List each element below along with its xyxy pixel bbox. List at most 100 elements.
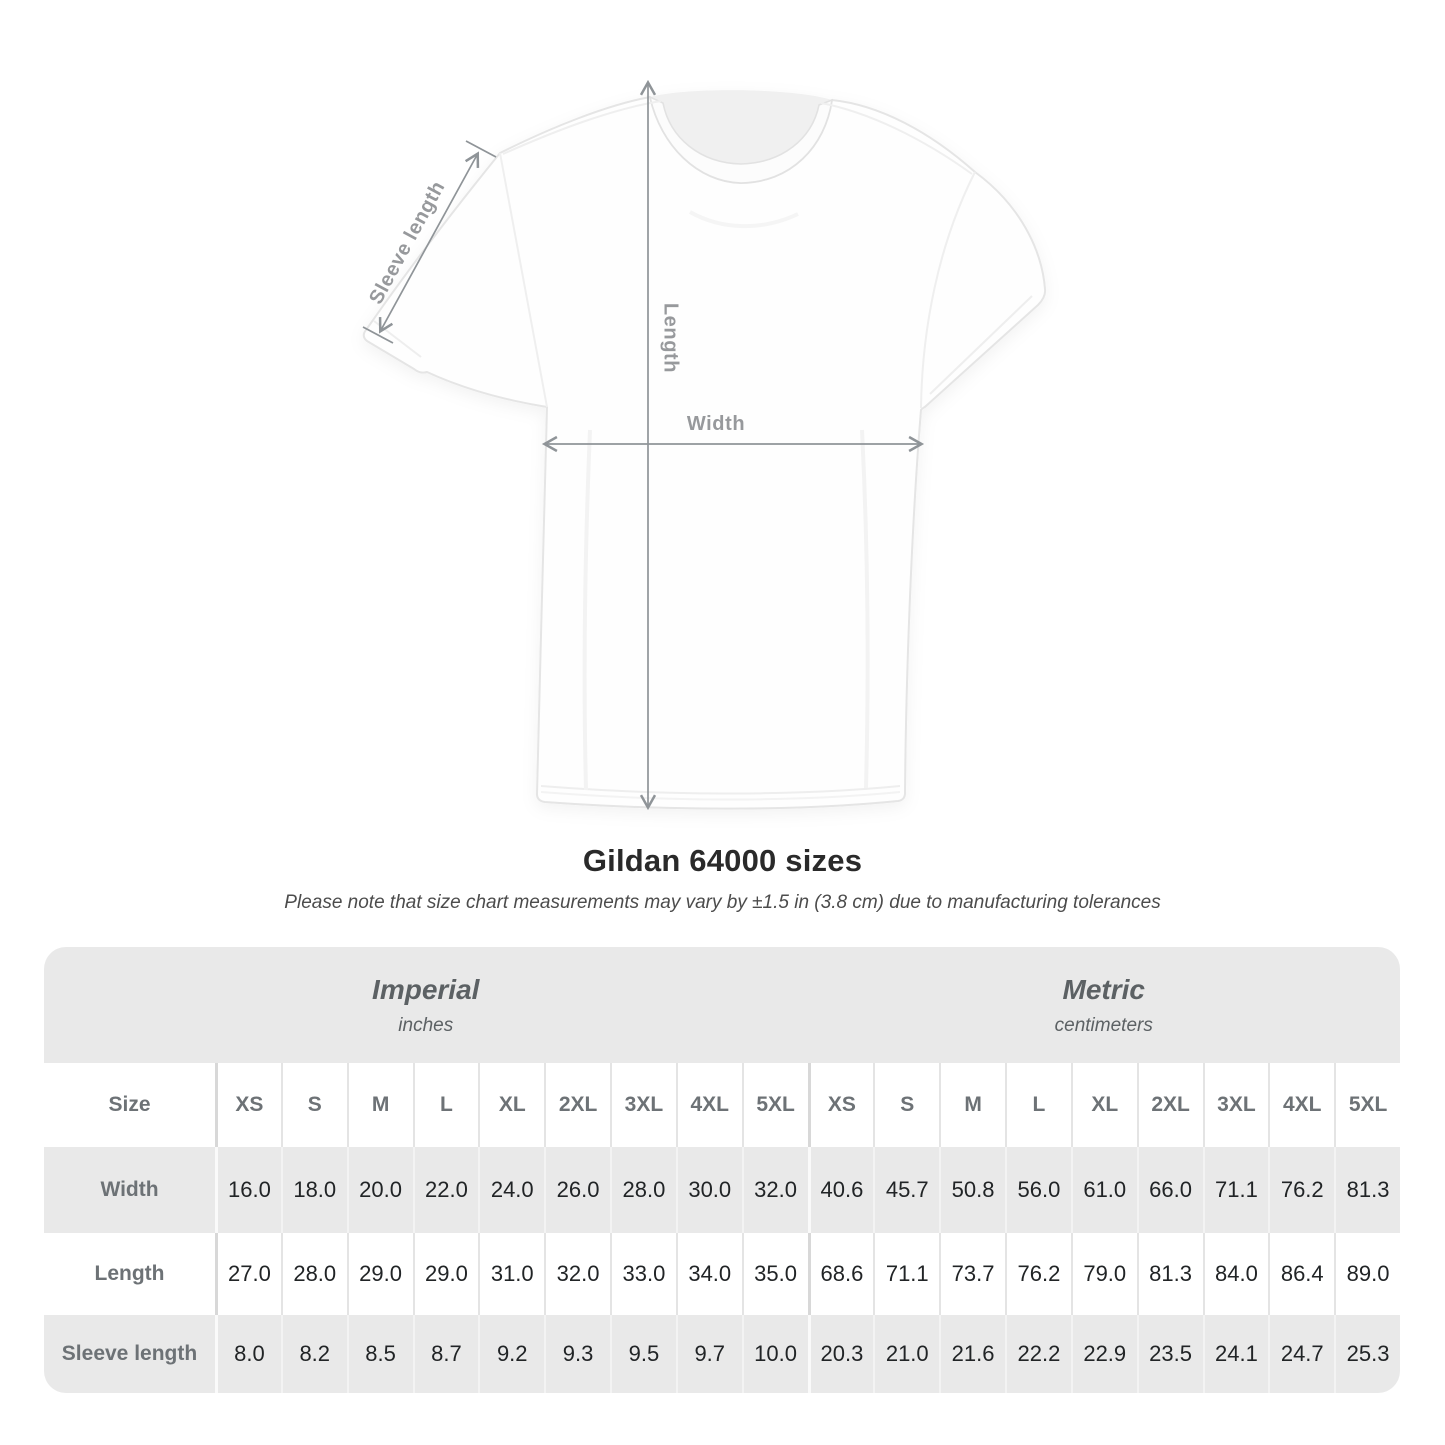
value-cell: 76.2 (1005, 1233, 1071, 1315)
metric-group-header: Metric centimeters (808, 947, 1401, 1063)
table-group-header-row: Imperial inches Metric centimeters (44, 947, 1400, 1063)
value-cell: 10.0 (741, 1315, 808, 1393)
row-label: Width (100, 1178, 159, 1201)
value-cell: 50.8 (939, 1147, 1005, 1233)
value-cell: 24.7 (1268, 1315, 1334, 1393)
row-label: Length (94, 1262, 165, 1285)
length-label: Length (660, 303, 682, 373)
value-cell: 32.0 (544, 1233, 610, 1315)
value-cell: 8.0 (215, 1315, 281, 1393)
value-cell: 26.0 (544, 1147, 610, 1233)
value-cell: 25.3 (1334, 1315, 1400, 1393)
value-cell: 81.3 (1136, 1233, 1203, 1315)
value-cell: 35.0 (741, 1233, 808, 1315)
size-table: Imperial inches Metric centimeters Size … (44, 947, 1400, 1393)
value-cell: 34.0 (675, 1233, 742, 1315)
value-cell: 8.5 (346, 1315, 413, 1393)
sleeve-length-arrow (378, 151, 480, 334)
value-cell: 18.0 (280, 1147, 347, 1233)
size-col-header: XL (1070, 1063, 1137, 1147)
value-cell: 71.1 (1202, 1147, 1269, 1233)
value-cell: 56.0 (1005, 1147, 1071, 1233)
value-cell: 28.0 (280, 1233, 347, 1315)
value-cell: 61.0 (1070, 1147, 1137, 1233)
imperial-unit: inches (398, 1014, 454, 1036)
size-col-header: 2XL (544, 1063, 610, 1147)
tshirt-graphic (362, 90, 1047, 810)
size-col-header: 4XL (675, 1063, 742, 1147)
size-col-header: 5XL (741, 1063, 808, 1147)
row-label: Sleeve length (61, 1342, 198, 1365)
value-cell: 23.5 (1136, 1315, 1203, 1393)
value-cell: 24.1 (1202, 1315, 1269, 1393)
value-cell: 68.6 (807, 1233, 874, 1315)
size-col-header: 4XL (1268, 1063, 1334, 1147)
tshirt-measurement-diagram: Width Length Sleeve length (362, 79, 1047, 811)
imperial-group-header: Imperial inches (44, 947, 808, 1063)
value-cell: 16.0 (215, 1147, 281, 1233)
value-cell: 21.0 (873, 1315, 939, 1393)
title-block: Gildan 64000 sizes Please note that size… (0, 843, 1445, 914)
value-cell: 9.3 (544, 1315, 610, 1393)
size-col-header: S (873, 1063, 939, 1147)
value-cell: 76.2 (1268, 1147, 1334, 1233)
value-cell: 84.0 (1202, 1233, 1269, 1315)
value-cell: 31.0 (478, 1233, 544, 1315)
value-cell: 29.0 (412, 1233, 479, 1315)
value-cell: 22.9 (1070, 1315, 1137, 1393)
value-cell: 79.0 (1070, 1233, 1137, 1315)
size-col-header: L (1005, 1063, 1071, 1147)
width-label: Width (687, 413, 745, 435)
metric-unit: centimeters (1054, 1014, 1153, 1036)
value-cell: 22.2 (1005, 1315, 1071, 1393)
value-cell: 9.7 (675, 1315, 742, 1393)
size-col-header: M (939, 1063, 1005, 1147)
value-cell: 22.0 (412, 1147, 479, 1233)
page-title: Gildan 64000 sizes (582, 843, 863, 878)
value-cell: 71.1 (873, 1233, 939, 1315)
size-col-header: XS (807, 1063, 874, 1147)
value-cell: 9.2 (478, 1315, 544, 1393)
size-header-cell: Size (108, 1093, 151, 1116)
value-cell: 20.0 (346, 1147, 413, 1233)
size-col-header: 3XL (1202, 1063, 1269, 1147)
value-cell: 30.0 (675, 1147, 742, 1233)
value-cell: 32.0 (741, 1147, 808, 1233)
value-cell: 81.3 (1334, 1147, 1400, 1233)
value-cell: 20.3 (807, 1315, 874, 1393)
value-cell: 24.0 (478, 1147, 544, 1233)
value-cell: 28.0 (610, 1147, 676, 1233)
sleeve-arrow-cap-bottom (362, 326, 394, 344)
table-size-header-row: Size XS S M L XL 2XL 3XL 4XL 5XL XS S M L XL 2XL 3XL 4XL… (44, 1063, 1400, 1147)
value-cell: 29.0 (346, 1233, 413, 1315)
size-col-header: XL (478, 1063, 544, 1147)
table-row: Length 27.0 28.0 29.0 29.0 31.0 32.0 33.0 34.0 35… (44, 1233, 1400, 1315)
sleeve-arrow-cap-top (465, 140, 497, 158)
table-row: Width 16.0 18.0 20.0 22.0 24.0 26.0 28.0 30.0 32.… (44, 1147, 1400, 1233)
size-col-header: L (412, 1063, 479, 1147)
tshirt-diagram-svg: Width Length Sleeve length (362, 79, 1047, 811)
value-cell: 27.0 (215, 1233, 281, 1315)
size-col-header: M (346, 1063, 413, 1147)
value-cell: 8.2 (280, 1315, 347, 1393)
size-col-header: 3XL (610, 1063, 676, 1147)
imperial-label: Imperial (372, 973, 480, 1005)
size-col-header: XS (215, 1063, 281, 1147)
value-cell: 66.0 (1136, 1147, 1203, 1233)
value-cell: 45.7 (873, 1147, 939, 1233)
value-cell: 8.7 (412, 1315, 479, 1393)
value-cell: 9.5 (610, 1315, 676, 1393)
size-col-header: 2XL (1136, 1063, 1203, 1147)
tolerance-note: Please note that size chart measurements… (284, 892, 1161, 913)
value-cell: 40.6 (807, 1147, 874, 1233)
measurement-annotations (362, 79, 925, 811)
value-cell: 33.0 (610, 1233, 676, 1315)
size-col-header: 5XL (1334, 1063, 1400, 1147)
table-row: Sleeve length 8.0 8.2 8.5 8.7 9.2 9.3 9.5 9.7 10.… (44, 1315, 1400, 1393)
metric-label: Metric (1062, 973, 1145, 1005)
value-cell: 86.4 (1268, 1233, 1334, 1315)
value-cell: 21.6 (939, 1315, 1005, 1393)
value-cell: 73.7 (939, 1233, 1005, 1315)
size-col-header: S (280, 1063, 347, 1147)
value-cell: 89.0 (1334, 1233, 1400, 1315)
